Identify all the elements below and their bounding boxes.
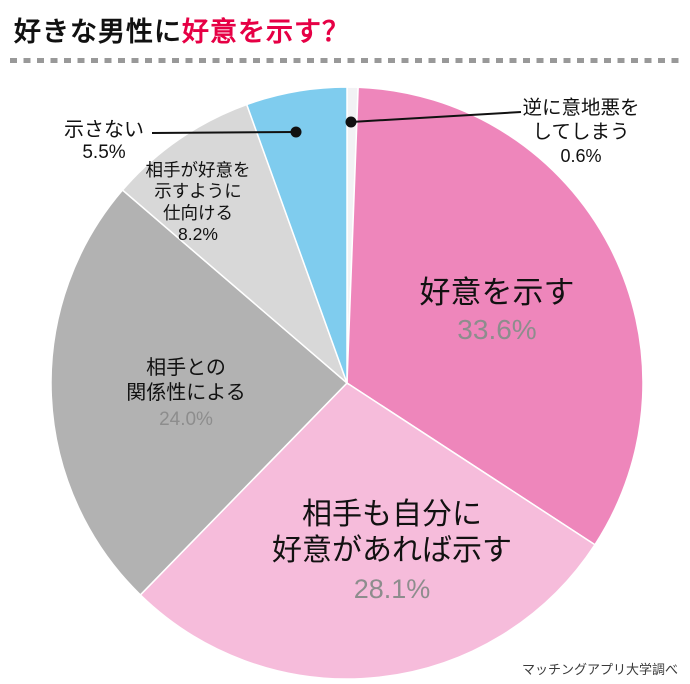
slice-percent: 5.5% [82, 142, 126, 163]
leader-line-shimesanai [151, 131, 297, 134]
slice-percent: 24.0% [159, 409, 213, 430]
pie-slice-2 [139, 382, 596, 680]
slice-label-text: 示すように [154, 181, 242, 202]
slice-label-text: 逆に意地悪を [522, 97, 640, 119]
leader-dot-ijiwaru [345, 116, 357, 128]
slice-percent: 8.2% [178, 224, 218, 245]
slice-percent: 33.6% [457, 314, 537, 346]
slice-label-ijiwaru: 逆に意地悪を してしまう 0.6% [522, 96, 639, 167]
leader-lines [151, 111, 522, 134]
leader-dots [290, 116, 357, 138]
slice-label-text: 示さない [64, 119, 144, 141]
pie-slice-3 [50, 189, 349, 596]
slice-label-text: 好意を示す [419, 275, 575, 310]
slice-label-aite-mo-jibun: 相手も自分に 好意があれば示す 28.1% [272, 497, 512, 605]
slice-percent: 28.1% [353, 574, 431, 604]
pie-slices [50, 86, 644, 680]
leader-dot-shimesanai [290, 126, 302, 138]
title-red-part: 好意を示す？ [182, 17, 350, 47]
slice-label-kankeisei: 相手との 関係性による 24.0% [126, 356, 245, 432]
slice-label-shimesanai: 示さない 5.5% [64, 118, 144, 165]
leader-line-ijiwaru [350, 111, 522, 123]
slice-label-text: 関係性による [126, 382, 246, 404]
pie-slice-1 [346, 86, 644, 546]
slice-label-text: 相手も自分に [302, 498, 482, 531]
slice-label-text: 相手との [146, 357, 226, 379]
pie-slice-4 [121, 103, 349, 386]
page-title: 好きな男性に好意を示す？ [14, 10, 350, 49]
pie-slice-5 [245, 86, 348, 384]
dotted-divider [10, 58, 680, 63]
source-credit: マッチングアプリ大学調べ [521, 662, 678, 677]
slice-label-text: 相手が好意を [145, 160, 251, 180]
slice-label-shimukeru: 相手が好意を 示すように 仕向ける 8.2% [146, 160, 251, 245]
slice-label-text: 好意があれば示す [272, 534, 512, 567]
slice-percent: 0.6% [560, 145, 602, 166]
slice-label-koui-wo-shimesu: 好意を示す 33.6% [420, 274, 575, 347]
slice-label-text: してしまう [532, 121, 630, 144]
slice-label-text: 仕向ける [163, 202, 233, 223]
title-black-part: 好きな男性に [14, 17, 182, 47]
